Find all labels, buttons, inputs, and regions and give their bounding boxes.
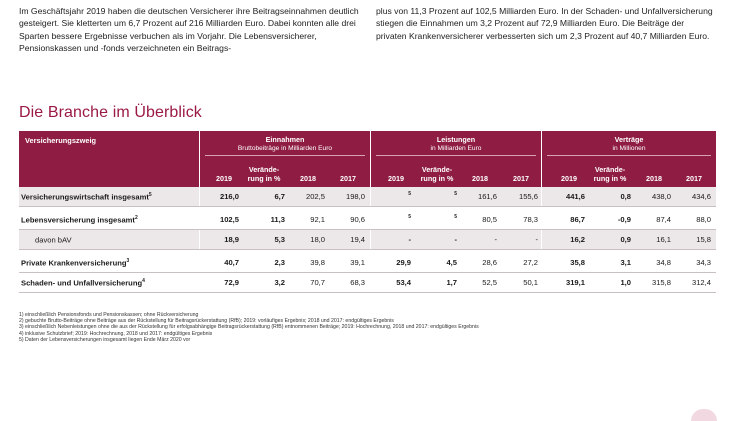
group-header-leistungen: Leistungen in Milliarden Euro xyxy=(430,135,482,152)
table-cell: 52,5 xyxy=(482,278,497,287)
table-cell: 6,7 xyxy=(274,192,285,201)
table-cell: 161,6 xyxy=(477,192,497,201)
table-cell: 86,7 xyxy=(570,215,585,224)
table-cell: 216,0 xyxy=(219,192,239,201)
col-2019: 2019 xyxy=(216,174,232,183)
col-2019: 2019 xyxy=(388,174,404,183)
table-cell: 3,1 xyxy=(620,258,631,267)
table-cell: 5 xyxy=(454,214,457,220)
table-cell: 34,3 xyxy=(696,258,711,267)
table-cell: 315,8 xyxy=(651,278,671,287)
table-cell: 78,3 xyxy=(523,215,538,224)
table-cell: 198,0 xyxy=(345,192,365,201)
col-2018: 2018 xyxy=(646,174,662,183)
footnote: 4) inklusive Schutzbrief; 2019: Hochrech… xyxy=(19,330,213,337)
col-2017: 2017 xyxy=(340,174,356,183)
table-cell: 39,1 xyxy=(350,258,365,267)
group-header-einnahmen: Einnahmen Bruttobeiträge in Milliarden E… xyxy=(237,135,333,152)
table-cell: 155,6 xyxy=(518,192,538,201)
table-cell: 19,4 xyxy=(350,235,365,244)
table-row: Versicherungswirtschaft insgesamt5 216,0 6… xyxy=(19,187,716,207)
table-cell: -0,9 xyxy=(617,215,631,224)
table-cell: 34,8 xyxy=(656,258,671,267)
col-change: Verände-rung in % xyxy=(593,165,627,183)
table-cell: 88,0 xyxy=(696,215,711,224)
table-cell: - xyxy=(535,235,538,244)
table-cell: 92,1 xyxy=(310,215,325,224)
table-cell: 3,2 xyxy=(274,278,285,287)
footnotes: 1) einschließlich Pensionsfonds und Pens… xyxy=(19,312,479,343)
intro-paragraph-left: Im Geschäftsjahr 2019 haben die deutsche… xyxy=(19,6,359,54)
row-label: Versicherungswirtschaft insgesamt5 xyxy=(21,192,152,202)
table-cell: 1,0 xyxy=(620,278,631,287)
table-row: davon bAV 18,9 5,3 18,0 19,4 - - - - 16,2 0,9 16,1 1… xyxy=(19,230,716,250)
row-label: Private Krankenversicherung3 xyxy=(21,258,130,268)
overview-table: Versicherungszweig Einnahmen Bruttobeitr… xyxy=(19,131,716,293)
table-cell: 11,3 xyxy=(270,215,285,224)
table-cell: 16,2 xyxy=(570,235,585,244)
table-row: Lebensversicherung insgesamt2 102,5 11,3 92… xyxy=(19,210,716,230)
table-cell: 53,4 xyxy=(396,278,411,287)
section-title: Die Branche im Überblick xyxy=(19,104,202,121)
footnote: 1) einschließlich Pensionsfonds und Pens… xyxy=(19,312,199,318)
col-2017: 2017 xyxy=(686,174,702,183)
table-cell: 80,5 xyxy=(482,215,497,224)
table-row: Schaden- und Unfallversicherung4 72,9 3,2 7… xyxy=(19,273,716,293)
table-cell: 87,4 xyxy=(656,215,671,224)
table-cell: 434,6 xyxy=(691,192,711,201)
page-corner-decoration xyxy=(691,409,717,421)
table-cell: 39,8 xyxy=(310,258,325,267)
row-label: Lebensversicherung insgesamt2 xyxy=(21,215,138,225)
table-cell: 441,6 xyxy=(565,192,585,201)
table-cell: 29,9 xyxy=(396,258,411,267)
table-cell: 0,8 xyxy=(620,192,631,201)
col-2019: 2019 xyxy=(561,174,577,183)
table-cell: 5 xyxy=(408,214,411,220)
col-2018: 2018 xyxy=(472,174,488,183)
table-cell: 18,0 xyxy=(310,235,325,244)
table-cell: - xyxy=(408,235,411,244)
table-cell: 35,8 xyxy=(570,258,585,267)
table-cell: 5 xyxy=(408,191,411,197)
table-cell: 28,6 xyxy=(482,258,497,267)
footnote: 3) einschließlich Nebenleistungen ohne d… xyxy=(19,324,479,331)
col-change: Verände-rung in % xyxy=(247,165,281,183)
table-cell: 70,7 xyxy=(310,278,325,287)
table-cell: 50,1 xyxy=(523,278,538,287)
table-cell: 102,5 xyxy=(219,215,239,224)
table-cell: 1,7 xyxy=(446,278,457,287)
table-cell: 2,3 xyxy=(274,258,285,267)
table-cell: 312,4 xyxy=(691,278,711,287)
table-cell: 202,5 xyxy=(305,192,325,201)
col-2018: 2018 xyxy=(300,174,316,183)
footnote: 5) Daten der Lebensversicherungen insges… xyxy=(19,336,191,343)
row-label: davon bAV xyxy=(35,235,72,245)
table-cell: 319,1 xyxy=(565,278,585,287)
table-cell: 72,9 xyxy=(224,278,239,287)
col-change: Verände-rung in % xyxy=(420,165,454,183)
row-header-label: Versicherungszweig xyxy=(25,136,97,145)
table-row: Private Krankenversicherung3 40,7 2,3 39,8 3… xyxy=(19,253,716,273)
table-cell: 4,5 xyxy=(446,258,457,267)
group-header-vertraege: Verträge in Millionen xyxy=(612,135,646,152)
table-cell: 27,2 xyxy=(523,258,538,267)
footnote: 2) gebuchte Brutto-Beiträge ohne Beiträg… xyxy=(19,318,394,325)
table-cell: 18,9 xyxy=(224,235,239,244)
table-cell: - xyxy=(454,235,457,244)
table-cell: 16,1 xyxy=(656,235,671,244)
table-cell: 438,0 xyxy=(651,192,671,201)
col-2017: 2017 xyxy=(513,174,529,183)
row-label: Schaden- und Unfallversicherung4 xyxy=(21,278,145,288)
table-cell: 5,3 xyxy=(274,235,285,244)
table-cell: 68,3 xyxy=(350,278,365,287)
intro-paragraph-right: plus von 11,3 Prozent auf 102,5 Milliard… xyxy=(376,6,713,41)
table-header: Versicherungszweig Einnahmen Bruttobeitr… xyxy=(19,131,716,187)
table-cell: 40,7 xyxy=(224,258,239,267)
table-cell: 90,6 xyxy=(350,215,365,224)
table-cell: 15,8 xyxy=(696,235,711,244)
table-cell: 5 xyxy=(454,191,457,197)
table-cell: 0,9 xyxy=(620,235,631,244)
table-cell: - xyxy=(494,235,497,244)
